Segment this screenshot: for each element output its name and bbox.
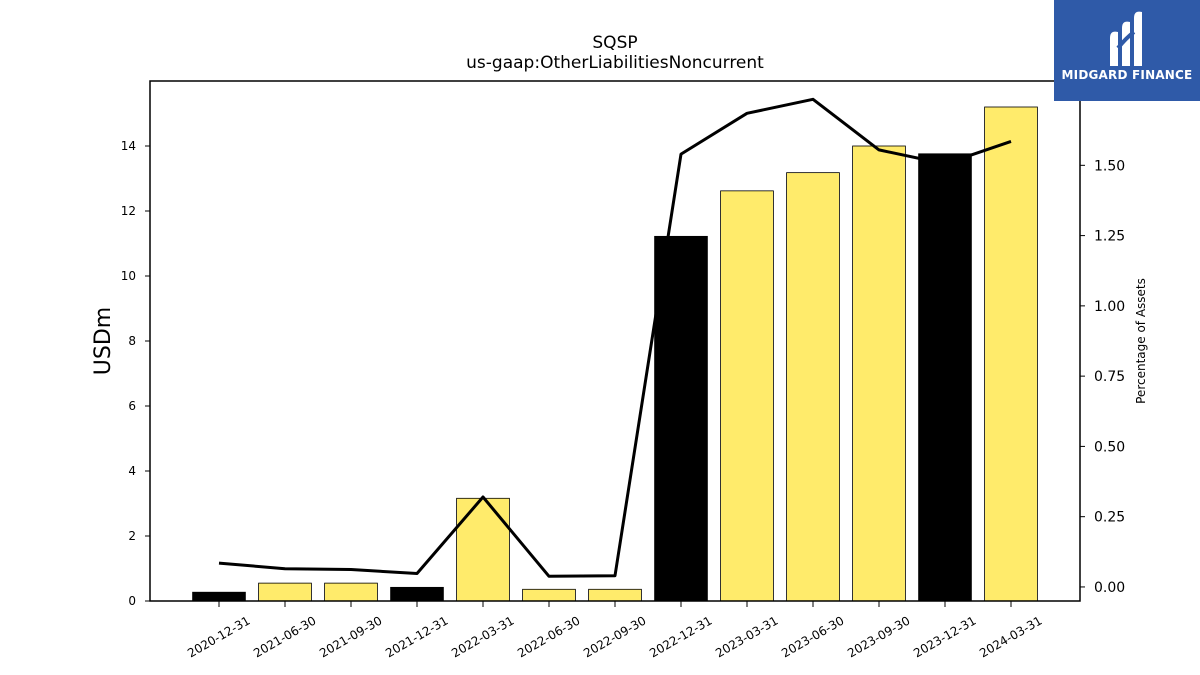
x-tick-label: 2021-09-30 <box>317 613 384 660</box>
logo-text: MIDGARD FINANCE <box>1061 68 1193 82</box>
x-tick-label: 2022-06-30 <box>515 613 582 660</box>
chart-subtitle: us-gaap:OtherLiabilitiesNoncurrent <box>466 53 764 73</box>
x-tick-label: 2022-09-30 <box>581 613 648 660</box>
x-tick-label: 2023-09-30 <box>845 613 912 660</box>
bar <box>852 145 906 602</box>
series-line <box>218 97 1012 578</box>
y2-tick-label: 0.25 <box>1094 510 1125 526</box>
bar <box>324 582 378 602</box>
y-tick-label: 10 <box>121 269 136 283</box>
y2-tick-label: 0.00 <box>1094 580 1125 596</box>
bar <box>918 153 972 602</box>
y-axis-label: USDm <box>91 307 116 375</box>
y-tick-label: 6 <box>128 399 136 413</box>
x-tick-label: 2023-12-31 <box>911 613 978 660</box>
x-tick-label: 2024-03-31 <box>977 613 1044 660</box>
y-tick-label: 4 <box>128 464 136 478</box>
bar <box>720 190 774 602</box>
brand-logo: MIDGARD FINANCE <box>1054 0 1200 101</box>
logo-mark-icon <box>1110 11 1142 67</box>
y-tick-label: 8 <box>128 334 136 348</box>
y-tick-label: 0 <box>128 594 136 608</box>
y2-tick-label: 1.50 <box>1094 158 1125 174</box>
y2-tick-label: 0.75 <box>1094 369 1125 385</box>
x-tick-label: 2022-12-31 <box>647 613 714 660</box>
y2-tick-label: 1.25 <box>1094 229 1125 245</box>
bar <box>786 172 840 602</box>
y-tick-label: 2 <box>128 529 136 543</box>
bar <box>654 235 708 602</box>
y2-tick-label: 0.50 <box>1094 439 1125 455</box>
bar <box>456 497 510 602</box>
chart-title: SQSP <box>592 33 637 53</box>
bar <box>390 586 444 602</box>
y-tick-label: 12 <box>121 204 136 218</box>
x-tick-label: 2023-06-30 <box>779 613 846 660</box>
x-tick-label: 2023-03-31 <box>713 613 780 660</box>
x-tick-label: 2022-03-31 <box>449 613 516 660</box>
bar <box>522 588 576 602</box>
bar <box>258 582 312 602</box>
x-tick-label: 2020-12-31 <box>185 613 252 660</box>
y2-tick-label: 1.00 <box>1094 299 1125 315</box>
y-tick-label: 14 <box>121 139 136 153</box>
x-tick-label: 2021-06-30 <box>251 613 318 660</box>
bar <box>192 591 246 602</box>
x-tick-label: 2021-12-31 <box>383 613 450 660</box>
bar <box>588 588 642 602</box>
y2-axis-label: Percentage of Assets <box>1134 278 1148 404</box>
bar <box>984 106 1038 602</box>
